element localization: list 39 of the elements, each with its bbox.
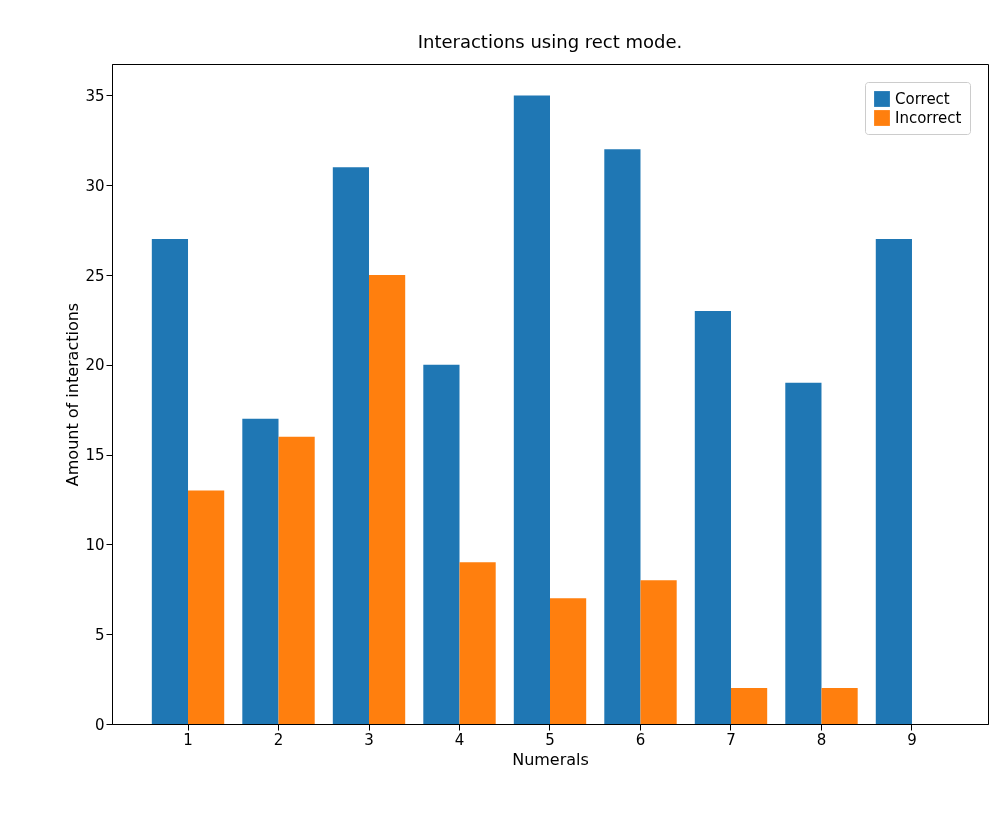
- bar: [550, 598, 587, 724]
- y-tick-label: 30: [85, 176, 105, 195]
- bar: [151, 239, 189, 724]
- x-tick-label: 2: [273, 730, 284, 749]
- y-tick-label: 0: [94, 715, 105, 734]
- x-tick-label: 7: [726, 730, 736, 749]
- bar: [278, 436, 315, 724]
- bar: [730, 688, 768, 724]
- bar: [604, 149, 641, 724]
- bar: [459, 562, 496, 724]
- y-axis-title: Amount of interactions: [63, 302, 83, 487]
- x-tick-label: 1: [183, 730, 193, 749]
- y-tick-label: 20: [85, 356, 105, 375]
- x-tick-label: 5: [545, 730, 555, 749]
- y-tick-label: 5: [94, 625, 105, 644]
- y-tick-label: 25: [85, 266, 105, 285]
- bar: [694, 310, 731, 724]
- bar: [785, 382, 822, 724]
- y-tick-label: 35: [85, 86, 105, 105]
- x-tick-label: 6: [635, 730, 646, 749]
- bar: [821, 688, 858, 724]
- legend-label: Correct: [895, 90, 950, 108]
- y-tick-label: 10: [85, 535, 105, 554]
- chart-title: Interactions using rect mode.: [417, 31, 683, 52]
- x-tick-label: 9: [907, 730, 917, 749]
- y-tick-label: 15: [85, 446, 105, 465]
- bar: [423, 364, 460, 724]
- bar: [332, 167, 370, 724]
- bar: [513, 95, 550, 724]
- x-tick-label: 3: [364, 730, 374, 749]
- x-tick-label: 4: [454, 730, 465, 749]
- bar: [640, 580, 677, 724]
- bar: [242, 418, 279, 724]
- x-axis-title: Numerals: [512, 749, 589, 769]
- x-tick-label: 8: [816, 730, 827, 749]
- bar: [369, 275, 406, 724]
- bar: [188, 490, 225, 724]
- bar: [875, 239, 912, 724]
- legend-label: Incorrect: [895, 109, 962, 127]
